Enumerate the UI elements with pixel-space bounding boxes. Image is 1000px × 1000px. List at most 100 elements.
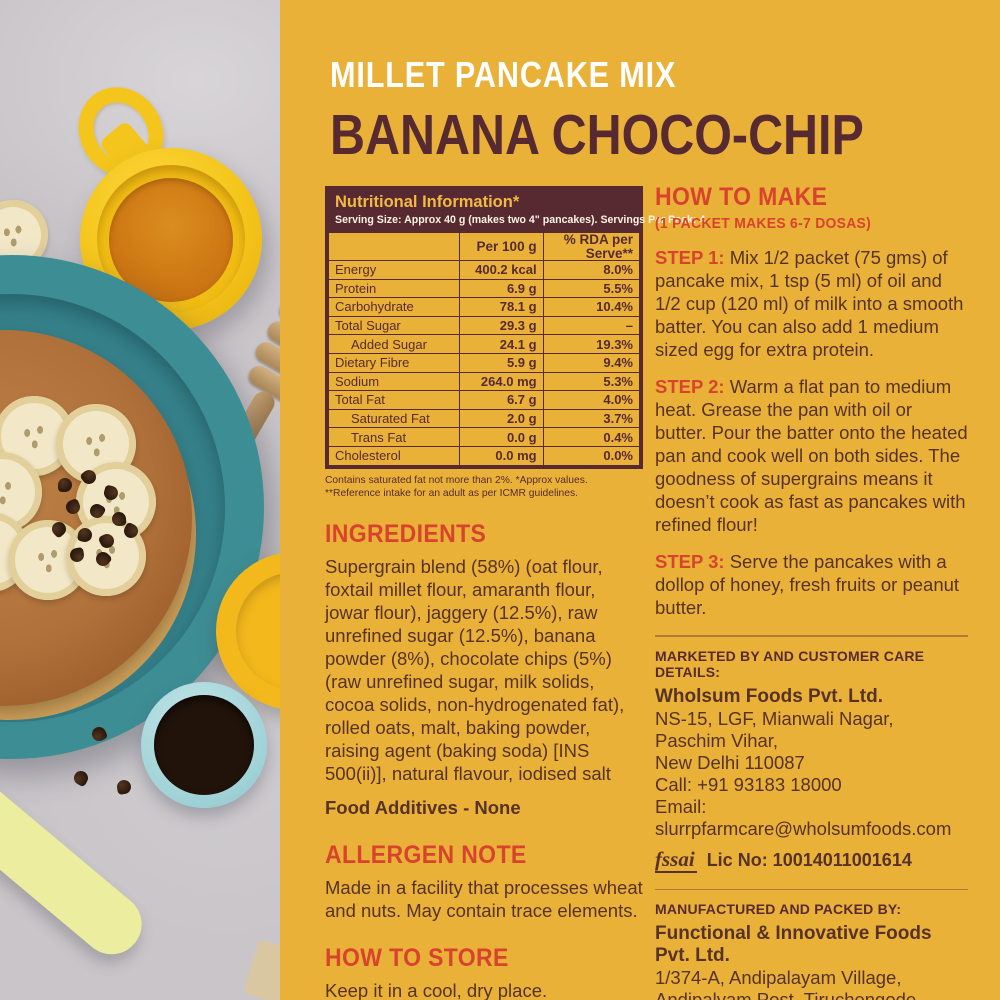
col-blank	[328, 232, 460, 261]
step-label: STEP 1:	[655, 247, 730, 268]
nutrition-cell: 19.3%	[542, 334, 641, 354]
title-block: MILLET PANCAKE MIX BANANA CHOCO-CHIP	[330, 54, 958, 168]
nutrition-cell: Trans Fat	[328, 427, 460, 447]
nutrition-row: Saturated Fat 2.0 g 3.7%	[328, 408, 641, 429]
nutrition-cell: Total Sugar	[328, 315, 460, 336]
nutrition-table-body: Energy 400.2 kcal 8.0% Protein 6.9 g 5.5% Carb…	[328, 260, 641, 466]
allergen-heading: ALLERGEN NOTE	[325, 841, 527, 870]
chocolate-chip	[111, 511, 127, 527]
nutrition-cell: 5.9 g	[458, 352, 544, 373]
steps: STEP 1: Mix 1/2 packet (75 gms) of panca…	[655, 246, 968, 619]
address-line: Andipalyam Post, Tiruchengode,	[655, 989, 922, 1000]
col-rda: % RDA per Serve**	[542, 232, 641, 261]
nutrition-cell: Added Sugar	[328, 334, 460, 354]
nutrition-cell: 8.0%	[542, 260, 641, 280]
left-column: Nutritional Information* Serving Size: A…	[325, 186, 706, 1000]
nutrition-cell: 6.7 g	[458, 390, 544, 410]
nutrition-cell: 264.0 mg	[458, 371, 544, 392]
nutrition-cell: 9.4%	[542, 352, 641, 373]
address-line: Call: +91 93183 18000	[655, 773, 842, 795]
nutrition-column-header: Per 100 g % RDA per Serve**	[328, 232, 641, 261]
nutrition-cell: 2.0 g	[458, 408, 544, 429]
nutrition-cell: Protein	[328, 278, 460, 299]
nutrition-cell: Energy	[328, 260, 460, 280]
nutrition-header: Nutritional Information* Serving Size: A…	[328, 189, 706, 232]
how-to-make-subheading: (1 PACKET MAKES 6-7 DOSAS)	[655, 216, 872, 232]
marketed-address: NS-15, LGF, Mianwali Nagar, Paschim Viha…	[655, 708, 968, 840]
product-photo	[0, 0, 280, 1000]
nutrition-cell: 24.1 g	[458, 334, 544, 354]
how-to-make-heading: HOW TO MAKE	[655, 183, 828, 211]
nutrition-cell: 29.3 g	[458, 315, 544, 336]
storage-text: Keep it in a cool, dry place.	[325, 980, 548, 1000]
nutrition-cell: 6.9 g	[458, 278, 544, 299]
food-additives: Food Additives - None	[325, 797, 521, 819]
divider	[655, 888, 968, 890]
manufactured-company: Functional & Innovative Foods Pvt. Ltd.	[655, 923, 932, 966]
step: STEP 2: Warm a flat pan to medium heat. …	[655, 376, 968, 535]
serving-info: Serving Size: Approx 40 g (makes two 4" …	[335, 214, 706, 226]
manufactured-address: 1/374-A, Andipalayam Village, Andipalyam …	[655, 967, 968, 1000]
step-label: STEP 2:	[655, 376, 730, 397]
address-line: 1/374-A, Andipalayam Village,	[655, 967, 902, 988]
nutrition-cell: Cholesterol	[328, 445, 460, 466]
nutrition-cell: 0.0%	[542, 445, 641, 466]
nutrition-cell: 0.0 mg	[458, 445, 544, 466]
nutrition-cell: Carbohydrate	[328, 297, 460, 317]
nutrition-row: Sodium 264.0 mg 5.3%	[328, 371, 641, 392]
address-line: New Delhi 110087	[655, 751, 805, 773]
step: STEP 1: Mix 1/2 packet (75 gms) of panca…	[655, 247, 964, 360]
nutrition-table: Nutritional Information* Serving Size: A…	[325, 186, 706, 469]
chocolate-chip	[71, 768, 91, 788]
nutrition-cell: 0.4%	[542, 427, 641, 447]
nutrition-cell: 5.3%	[542, 371, 641, 392]
divider	[655, 635, 968, 637]
nutrition-footnote: Contains saturated fat not more than 2%.…	[325, 474, 588, 500]
nutrition-row: Trans Fat 0.0 g 0.4%	[328, 427, 641, 447]
nutrition-cell: 10.4%	[542, 297, 641, 317]
choco-chip-bowl-inner	[154, 695, 254, 795]
ingredients-text: Supergrain blend (58%) (oat flour, foxta…	[325, 556, 625, 785]
col-per-100g: Per 100 g	[458, 232, 544, 261]
right-column: HOW TO MAKE (1 PACKET MAKES 6-7 DOSAS) S…	[655, 183, 968, 1000]
nutrition-cell: 0.0 g	[458, 427, 544, 447]
nutrition-row: Cholesterol 0.0 mg 0.0%	[328, 445, 641, 466]
nutrition-row: Dietary Fibre 5.9 g 9.4%	[328, 352, 641, 373]
marketed-lic-no: Lic No: 10014011001614	[706, 850, 912, 870]
allergen-text: Made in a facility that processes wheat …	[325, 877, 643, 922]
fssai-logo: fssai	[655, 846, 697, 873]
product-name: MILLET PANCAKE MIX	[330, 54, 677, 95]
chocolate-chip	[115, 778, 133, 796]
honey	[109, 178, 233, 302]
address-line: NS-15, LGF, Mianwali Nagar, Paschim Viha…	[655, 707, 894, 751]
nutrition-cell: 4.0%	[542, 390, 641, 410]
nutrition-cell: 5.5%	[542, 278, 641, 299]
nutrition-cell: 400.2 kcal	[458, 260, 544, 280]
nutrition-row: Carbohydrate 78.1 g 10.4%	[328, 297, 641, 317]
product-variant: BANANA CHOCO-CHIP	[330, 103, 864, 167]
nutrition-cell: Dietary Fibre	[328, 352, 460, 373]
manufactured-by-heading: MANUFACTURED AND PACKED BY:	[655, 901, 902, 917]
address-line: Email: slurrpfarmcare@wholsumfoods.com	[655, 795, 952, 839]
step: STEP 3: Serve the pancakes with a dollop…	[655, 551, 960, 618]
nutrition-cell: 78.1 g	[458, 297, 544, 317]
nutrition-row: Total Fat 6.7 g 4.0%	[328, 390, 641, 410]
nutrition-row: Protein 6.9 g 5.5%	[328, 278, 641, 299]
step-label: STEP 3:	[655, 551, 730, 572]
nutrition-cell: 3.7%	[542, 408, 641, 429]
nutrition-cell: Sodium	[328, 371, 460, 392]
storage-heading: HOW TO STORE	[325, 944, 509, 973]
chocolate-chip	[58, 478, 72, 492]
marketed-fssai-row: fssai Lic No: 10014011001614	[655, 846, 968, 873]
ingredients-heading: INGREDIENTS	[325, 520, 487, 549]
nutrition-cell: Saturated Fat	[328, 408, 460, 429]
nutrition-row: Total Sugar 29.3 g –	[328, 315, 641, 336]
nutrition-cell: –	[542, 315, 641, 336]
marketed-company: Wholsum Foods Pvt. Ltd.	[655, 685, 883, 707]
nutrition-title: Nutritional Information*	[335, 193, 520, 211]
nutrition-row: Energy 400.2 kcal 8.0%	[328, 260, 641, 280]
marketed-by-heading: MARKETED BY AND CUSTOMER CARE DETAILS:	[655, 647, 925, 680]
nutrition-row: Added Sugar 24.1 g 19.3%	[328, 334, 641, 354]
label-panel: MILLET PANCAKE MIX BANANA CHOCO-CHIP Nut…	[280, 0, 1000, 1000]
